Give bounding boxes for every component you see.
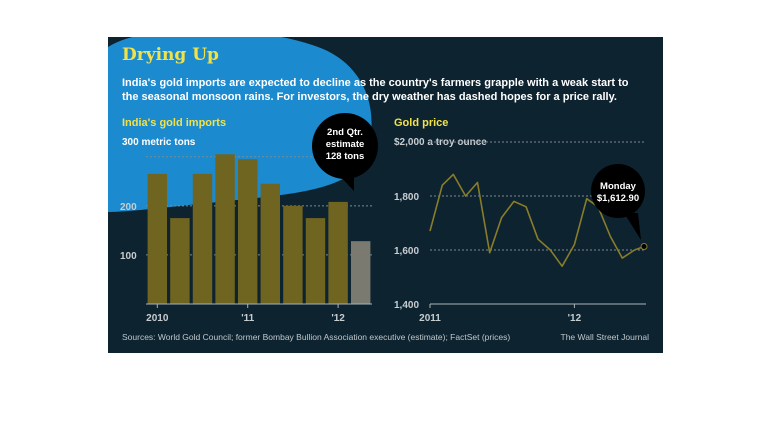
estimate-callout-label: 128 tons bbox=[326, 151, 365, 162]
imports-bar bbox=[328, 201, 348, 304]
estimate-bar bbox=[350, 241, 371, 304]
imports-bar bbox=[170, 218, 190, 304]
imports-y-tick-label: 200 bbox=[120, 202, 137, 213]
imports-x-tick-label: '12 bbox=[331, 313, 345, 324]
estimate-callout bbox=[312, 113, 378, 179]
price-unit-label: $2,000 a troy ounce bbox=[394, 137, 487, 148]
imports-bar bbox=[283, 205, 303, 304]
price-y-tick-label: 1,800 bbox=[394, 192, 419, 203]
imports-bar bbox=[237, 159, 258, 304]
price-callout-label: $1,612.90 bbox=[597, 193, 639, 204]
imports-y-tick-label: 100 bbox=[120, 251, 137, 262]
price-callout-pointer bbox=[624, 213, 641, 240]
price-callout bbox=[591, 164, 645, 218]
gold-price-line bbox=[429, 173, 645, 267]
highlight-blob bbox=[108, 37, 372, 212]
price-line-chart: 1,400 1,600 1,800 2011 '12 Monday$1,612.90 bbox=[394, 141, 648, 324]
price-callout-label: Monday bbox=[600, 181, 637, 192]
imports-unit-label: 300 metric tons bbox=[122, 137, 196, 148]
price-y-tick-label: 1,600 bbox=[394, 246, 419, 257]
latest-price-point bbox=[640, 243, 648, 251]
estimate-callout-label: 2nd Qtr. bbox=[327, 127, 363, 138]
imports-bar bbox=[147, 173, 168, 304]
price-chart-title: Gold price bbox=[394, 117, 449, 129]
imports-bar bbox=[305, 218, 326, 304]
imports-bar bbox=[192, 173, 213, 304]
imports-bar bbox=[260, 183, 281, 304]
graphic-panel: Drying Up India's gold imports are expec… bbox=[108, 37, 663, 353]
headline: Drying Up bbox=[122, 45, 219, 65]
subtitle: India's gold imports are expected to dec… bbox=[122, 77, 629, 103]
imports-x-tick-label: 2010 bbox=[146, 313, 169, 324]
imports-chart-title: India's gold imports bbox=[122, 117, 227, 129]
credit-line: The Wall Street Journal bbox=[560, 332, 650, 342]
imports-bar bbox=[215, 154, 235, 304]
estimate-callout-label: estimate bbox=[326, 139, 365, 150]
imports-x-tick-label: '11 bbox=[241, 313, 254, 324]
price-x-tick-label: 2011 bbox=[419, 313, 441, 324]
price-y-tick-label: 1,400 bbox=[394, 300, 419, 311]
price-x-tick-label: '12 bbox=[568, 313, 582, 324]
source-note: Sources: World Gold Council; former Bomb… bbox=[122, 332, 511, 342]
